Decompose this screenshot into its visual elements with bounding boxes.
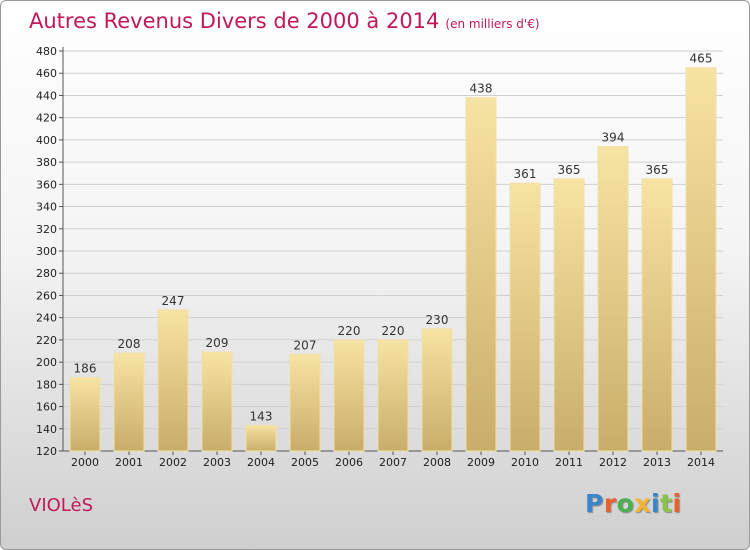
bar: [377, 339, 409, 452]
y-tick-label: 380: [36, 156, 57, 169]
bar: [597, 146, 629, 452]
data-label: 247: [162, 294, 185, 308]
bar: [465, 97, 497, 452]
y-tick-label: 240: [36, 312, 57, 325]
y-tick-label: 320: [36, 223, 57, 236]
data-label: 207: [294, 338, 317, 352]
brand-logo: Proxiti: [585, 489, 682, 518]
x-tick-label: 2008: [423, 456, 451, 469]
y-tick-label: 180: [36, 378, 57, 391]
x-tick-label: 2011: [555, 456, 583, 469]
x-tick-label: 2000: [71, 456, 99, 469]
x-tick-label: 2009: [467, 456, 495, 469]
y-tick-label: 140: [36, 423, 57, 436]
data-label: 465: [690, 52, 713, 66]
y-tick-label: 220: [36, 334, 57, 347]
x-tick-label: 2003: [203, 456, 231, 469]
brand-logo-letter: i: [651, 489, 661, 518]
y-tick-label: 480: [36, 45, 57, 58]
x-tick-label: 2004: [247, 456, 275, 469]
bar: [333, 339, 365, 452]
bar: [685, 67, 717, 452]
data-label: 365: [558, 163, 581, 177]
y-tick-label: 280: [36, 267, 57, 280]
brand-logo-letter: o: [616, 489, 635, 518]
brand-logo-letter: i: [672, 489, 682, 518]
y-tick-label: 460: [36, 67, 57, 80]
y-tick-label: 340: [36, 201, 57, 214]
bar: [157, 309, 189, 452]
y-tick-label: 300: [36, 245, 57, 258]
data-label: 361: [514, 167, 537, 181]
chart-subtitle: (en milliers d'€): [445, 17, 540, 31]
y-tick-label: 160: [36, 401, 57, 414]
data-label: 220: [382, 324, 405, 338]
data-label: 208: [118, 337, 141, 351]
data-label: 186: [74, 362, 97, 376]
data-label: 143: [250, 409, 273, 423]
x-tick-label: 2002: [159, 456, 187, 469]
bar: [245, 424, 277, 452]
y-tick-label: 200: [36, 356, 57, 369]
brand-logo-letter: r: [603, 489, 617, 518]
data-label: 209: [206, 336, 229, 350]
brand-logo-letter: x: [634, 489, 651, 518]
bar: [509, 182, 541, 452]
chart-title-text: Autres Revenus Divers de 2000 à 2014: [29, 9, 440, 33]
bar: [289, 353, 321, 452]
labels: 120 140 160 180 200 220 240 260 280 300 320 340 360 3…: [36, 45, 715, 469]
x-tick-label: 2007: [379, 456, 407, 469]
bar: [69, 377, 101, 452]
x-tick-label: 2014: [687, 456, 715, 469]
chart-title: Autres Revenus Divers de 2000 à 2014 (en …: [29, 9, 540, 33]
x-tick-label: 2013: [643, 456, 671, 469]
y-tick-label: 440: [36, 89, 57, 102]
x-tick-label: 2001: [115, 456, 143, 469]
bar: [553, 178, 585, 452]
brand-logo-letter: t: [660, 489, 673, 518]
bars: [69, 67, 717, 452]
y-tick-label: 260: [36, 289, 57, 302]
brand-logo-letter: P: [585, 489, 604, 518]
y-tick-label: 120: [36, 445, 57, 458]
y-tick-label: 420: [36, 112, 57, 125]
y-tick-label: 360: [36, 178, 57, 191]
x-tick-label: 2006: [335, 456, 363, 469]
data-label: 394: [602, 131, 625, 145]
x-tick-label: 2012: [599, 456, 627, 469]
place-name: VIOLèS: [29, 495, 94, 516]
bar: [641, 178, 673, 452]
data-label: 365: [646, 163, 669, 177]
data-label: 438: [470, 82, 493, 96]
bar: [113, 352, 145, 452]
bar: [421, 328, 453, 452]
data-label: 220: [338, 324, 361, 338]
y-tick-label: 400: [36, 134, 57, 147]
x-tick-label: 2010: [511, 456, 539, 469]
bar: [201, 351, 233, 452]
data-label: 230: [426, 313, 449, 327]
x-tick-label: 2005: [291, 456, 319, 469]
